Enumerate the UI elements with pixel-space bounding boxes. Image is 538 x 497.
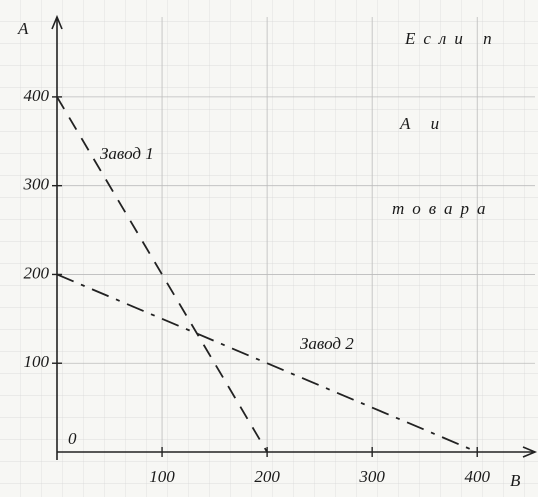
series-label: Завод 1 [100, 144, 154, 163]
y-tick-label: 100 [24, 352, 50, 371]
y-arrow [51, 14, 63, 30]
series-label: Завод 2 [300, 334, 354, 353]
y-tick-label: 400 [24, 86, 50, 105]
x-arrow [522, 446, 538, 458]
series-line [56, 273, 478, 453]
x-axis-label: B [510, 471, 521, 490]
x-tick-label: 300 [358, 467, 385, 486]
x-tick-label: 100 [149, 467, 175, 486]
y-tick-label: 200 [24, 263, 50, 282]
x-tick-label: 400 [464, 467, 490, 486]
series-line [56, 96, 268, 453]
y-tick-label: 300 [23, 175, 50, 194]
annotation: товара [392, 199, 494, 218]
origin-label: 0 [68, 429, 77, 448]
annotation: Если п [404, 29, 500, 48]
annotation: А и [399, 114, 447, 133]
y-axis-label: A [17, 19, 29, 38]
x-tick-label: 200 [254, 467, 280, 486]
